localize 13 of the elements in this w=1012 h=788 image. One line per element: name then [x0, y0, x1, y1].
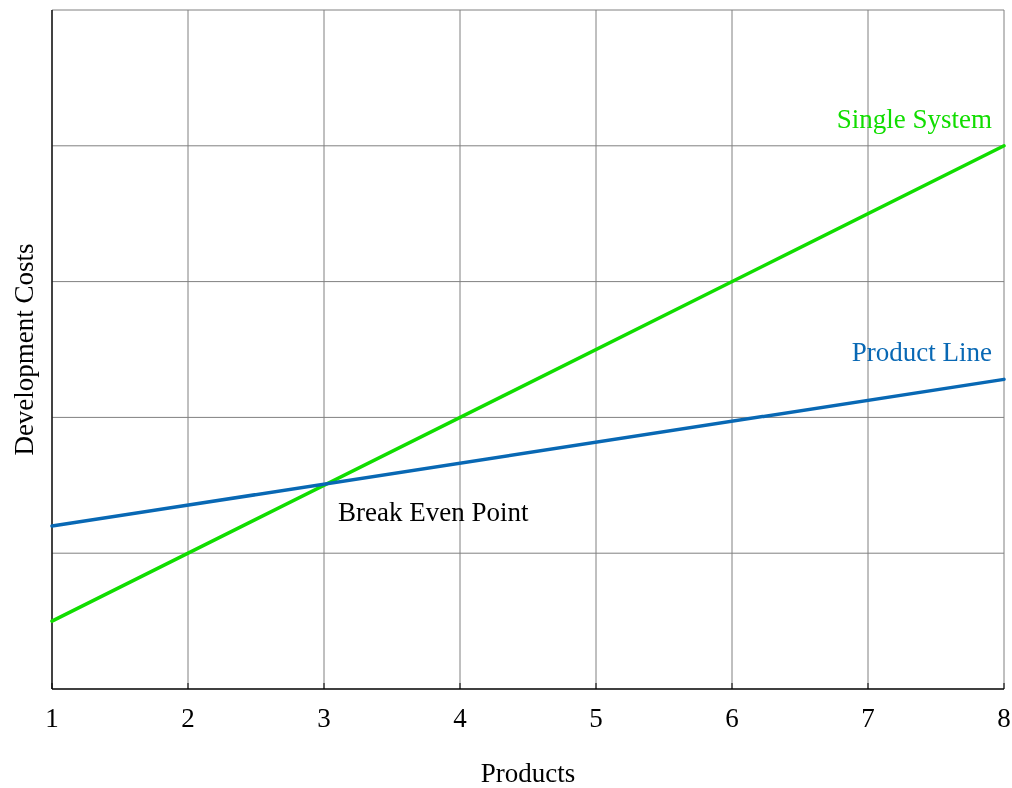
x-tick-label: 3: [317, 703, 331, 733]
series-label: Single System: [836, 103, 992, 134]
x-tick-label: 8: [997, 703, 1011, 733]
annotation: Break Even Point: [338, 497, 529, 528]
x-tick-label: 7: [861, 703, 875, 733]
x-tick-label: 5: [589, 703, 603, 733]
y-axis-title: Development Costs: [9, 243, 39, 456]
x-tick-label: 1: [45, 703, 59, 733]
series-label: Product Line: [851, 337, 992, 368]
x-tick-label: 4: [453, 703, 468, 733]
x-tick-label: 6: [725, 703, 739, 733]
x-tick-label: 2: [181, 703, 195, 733]
x-axis-title: Products: [480, 758, 576, 788]
